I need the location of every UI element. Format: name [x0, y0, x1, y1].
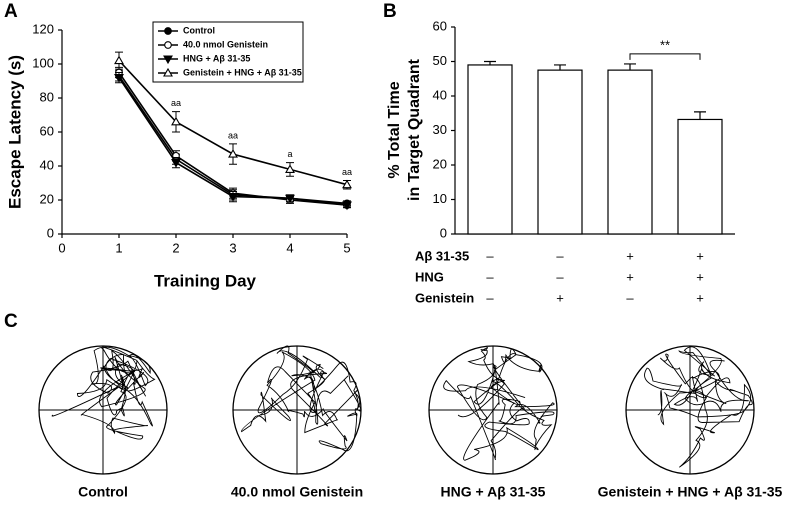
condition-mark: + — [696, 290, 704, 305]
annotation: aa — [171, 98, 181, 108]
y-tick-label: 80 — [40, 89, 54, 104]
x-tick-label: 0 — [58, 240, 65, 255]
marker — [228, 148, 238, 158]
condition-label: Aβ 31-35 — [415, 248, 469, 263]
legend-label: HNG + Aβ 31-35 — [183, 53, 250, 63]
swim-path-line — [51, 346, 156, 440]
y-tick-label: 0 — [47, 225, 54, 240]
marker — [171, 159, 181, 168]
swim-path — [644, 346, 753, 468]
y-tick-label: 120 — [32, 21, 54, 36]
y-tick-label: 40 — [433, 87, 447, 102]
y-tick-label: 0 — [440, 225, 447, 240]
condition-mark: – — [556, 248, 564, 263]
condition-mark: – — [556, 269, 564, 284]
error-bar — [554, 64, 566, 71]
condition-mark: – — [486, 248, 494, 263]
significance-bracket — [629, 53, 701, 60]
condition-mark: + — [626, 248, 634, 263]
marker — [164, 41, 172, 49]
swim-path-line — [241, 345, 362, 452]
bar — [607, 69, 653, 235]
marker — [164, 27, 172, 35]
annotation: aa — [342, 167, 352, 177]
marker — [228, 193, 238, 202]
y-tick-label: 20 — [40, 191, 54, 206]
marker — [163, 55, 173, 65]
bar — [467, 64, 513, 235]
y-axis-title: % Total Time — [386, 81, 403, 178]
y-tick-label: 60 — [40, 123, 54, 138]
condition-label: Genistein — [415, 290, 474, 305]
annotation: a — [287, 149, 292, 159]
legend — [152, 21, 304, 83]
marker — [285, 194, 295, 204]
y-tick-label: 30 — [433, 122, 447, 137]
y-tick-label: 20 — [433, 156, 447, 171]
marker — [114, 74, 124, 83]
y-tick-label: 60 — [433, 18, 447, 33]
marker — [342, 179, 352, 189]
marker — [342, 201, 352, 211]
bar — [537, 69, 583, 235]
x-tick-label: 5 — [343, 240, 350, 255]
panel-label: C — [4, 311, 18, 332]
error-bar — [694, 111, 706, 120]
marker — [114, 55, 124, 65]
condition-mark: – — [486, 269, 494, 284]
swim-path-line — [644, 346, 753, 468]
condition-mark: – — [626, 290, 634, 305]
condition-mark: – — [486, 290, 494, 305]
condition-mark: + — [696, 248, 704, 263]
panel-label: B — [383, 1, 397, 22]
y-tick-label: 100 — [32, 55, 54, 70]
y-tick-label: 50 — [433, 53, 447, 68]
condition-mark: + — [626, 269, 634, 284]
y-tick-label: 10 — [433, 191, 447, 206]
trajectory-label: 40.0 nmol Genistein — [231, 484, 363, 500]
x-tick-label: 4 — [286, 240, 293, 255]
x-tick-label: 3 — [229, 240, 236, 255]
legend-label: 40.0 nmol Genistein — [183, 39, 268, 49]
condition-mark: + — [556, 290, 564, 305]
annotation: aa — [228, 130, 238, 140]
bar — [677, 118, 723, 235]
y-axis-title: Escape Latency (s) — [5, 55, 24, 209]
trajectory-label: HNG + Aβ 31-35 — [441, 484, 546, 500]
legend-label: Control — [183, 25, 215, 35]
error-bar — [624, 63, 636, 71]
condition-label: HNG — [415, 269, 444, 284]
swim-path — [241, 345, 362, 452]
x-tick-label: 1 — [115, 240, 122, 255]
x-tick-label: 2 — [172, 240, 179, 255]
legend-label: Genistein + HNG + Aβ 31-35 — [183, 67, 302, 77]
x-axis-title: Training Day — [154, 271, 257, 290]
marker — [163, 67, 173, 77]
marker — [285, 164, 295, 173]
swim-path — [443, 347, 555, 461]
condition-mark: + — [696, 269, 704, 284]
marker — [171, 116, 181, 126]
swim-path-line — [443, 347, 555, 461]
trajectory-label: Genistein + HNG + Aβ 31-35 — [598, 484, 783, 500]
significance-label: ** — [660, 37, 670, 52]
panel-label: A — [4, 1, 18, 22]
y-tick-label: 40 — [40, 157, 54, 172]
swim-path — [51, 346, 156, 440]
trajectory-label: Control — [78, 484, 128, 500]
y-axis-title: in Target Quadrant — [406, 58, 423, 201]
